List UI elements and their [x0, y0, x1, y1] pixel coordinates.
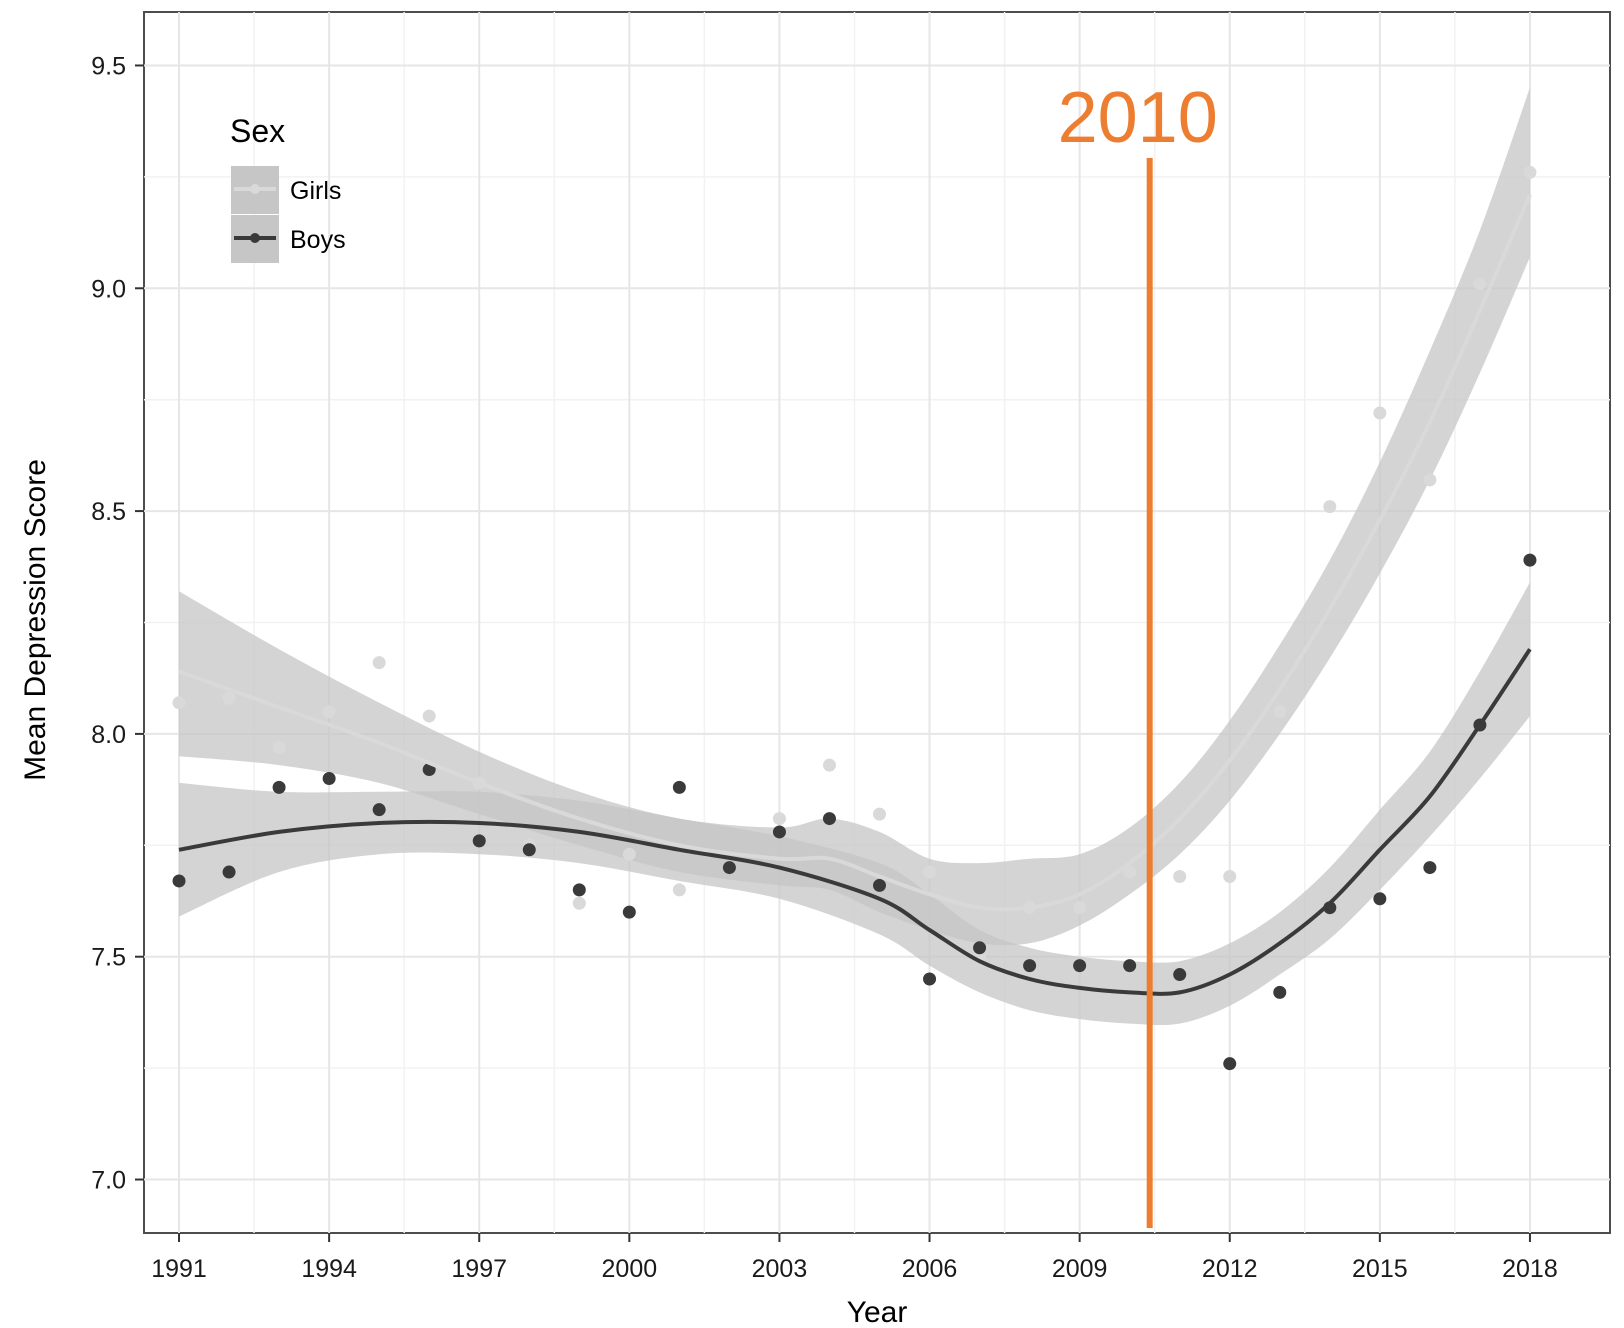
y-tick-label: 9.0: [91, 275, 126, 303]
annotation-label: 2010: [1058, 78, 1218, 158]
x-tick-label: 2018: [1502, 1255, 1558, 1283]
boys-point: [923, 972, 937, 986]
boys-point: [672, 780, 686, 794]
boys-point: [172, 874, 186, 888]
boys-trend-line: [178, 648, 1532, 996]
x-tick-label: 2009: [1052, 1255, 1108, 1283]
girls-point: [1523, 165, 1537, 179]
y-tick-label: 8.5: [91, 498, 126, 526]
girls-point: [622, 847, 636, 861]
girls-point: [322, 705, 336, 719]
girls-point: [1123, 865, 1137, 879]
girls-point: [1223, 870, 1237, 884]
legend-title: Sex: [230, 113, 285, 149]
x-tick-label: 2015: [1352, 1255, 1408, 1283]
boys-point: [973, 941, 987, 955]
confidence-ribbons: [179, 87, 1530, 1026]
girls-point: [222, 691, 236, 705]
boys-point: [1523, 553, 1537, 567]
x-tick-label: 1994: [301, 1255, 357, 1283]
boys-point: [1173, 968, 1187, 982]
boys-point: [522, 843, 536, 857]
boys-point: [1423, 861, 1437, 875]
girls-trend-line: [178, 193, 1532, 912]
girls-point: [1423, 473, 1437, 487]
x-tick-label: 2000: [602, 1255, 658, 1283]
boys-point: [822, 812, 836, 826]
annotation-2010: 2010: [1058, 78, 1218, 1228]
legend-key-boys-dot: [250, 233, 260, 243]
girls-point: [772, 812, 786, 826]
girls-point: [1173, 870, 1187, 884]
legend-label-boys: Boys: [290, 226, 346, 254]
girls-point: [1473, 277, 1487, 291]
y-tick-label: 9.5: [91, 52, 126, 80]
boys-point: [372, 803, 386, 817]
x-tick-label: 2012: [1202, 1255, 1258, 1283]
y-tick-label: 8.0: [91, 721, 126, 749]
boys-point: [1073, 959, 1087, 973]
girls-point: [1323, 500, 1337, 514]
data-points: [172, 165, 1537, 1071]
boys-point: [1273, 985, 1287, 999]
girls-point: [873, 807, 887, 821]
boys-point: [472, 834, 486, 848]
boys-point: [222, 865, 236, 879]
x-tick-label: 1997: [451, 1255, 507, 1283]
boys-point: [572, 883, 586, 897]
girls-point: [572, 896, 586, 910]
y-tick-label: 7.0: [91, 1167, 126, 1195]
girls-point: [923, 865, 937, 879]
boys-point: [873, 878, 887, 892]
boys-point: [322, 771, 336, 785]
girls-point: [822, 758, 836, 772]
girls-point: [672, 883, 686, 897]
grid-minor: [144, 12, 1610, 1233]
boys-point: [622, 905, 636, 919]
x-tick-label: 1991: [151, 1255, 207, 1283]
girls-point: [172, 696, 186, 710]
trend-lines: [178, 193, 1532, 996]
legend: Sex Girls Boys: [230, 113, 346, 263]
y-tick-label: 7.5: [91, 944, 126, 972]
girls-point: [372, 656, 386, 670]
girls-point: [1273, 705, 1287, 719]
y-axis-title: Mean Depression Score: [19, 459, 52, 781]
legend-key-girls-dot: [250, 184, 260, 194]
boys-point: [1023, 959, 1037, 973]
boys-point: [722, 861, 736, 875]
legend-label-girls: Girls: [290, 177, 341, 205]
axis-ticks: 1991 1994 1997 2000 2003 2006 2009 2012 2015 2018…: [91, 52, 1558, 1283]
girls-point: [422, 709, 436, 723]
boys-point: [1123, 959, 1137, 973]
boys-point: [1373, 892, 1387, 906]
girls-point: [1373, 406, 1387, 420]
boys-point: [772, 825, 786, 839]
x-tick-label: 2003: [752, 1255, 808, 1283]
boys-confidence-ribbon: [179, 582, 1530, 1026]
x-tick-label: 2006: [902, 1255, 958, 1283]
boys-point: [272, 780, 286, 794]
girls-point: [1073, 901, 1087, 915]
girls-point: [272, 740, 286, 754]
boys-point: [1223, 1057, 1237, 1071]
x-axis-title: Year: [847, 1296, 908, 1328]
